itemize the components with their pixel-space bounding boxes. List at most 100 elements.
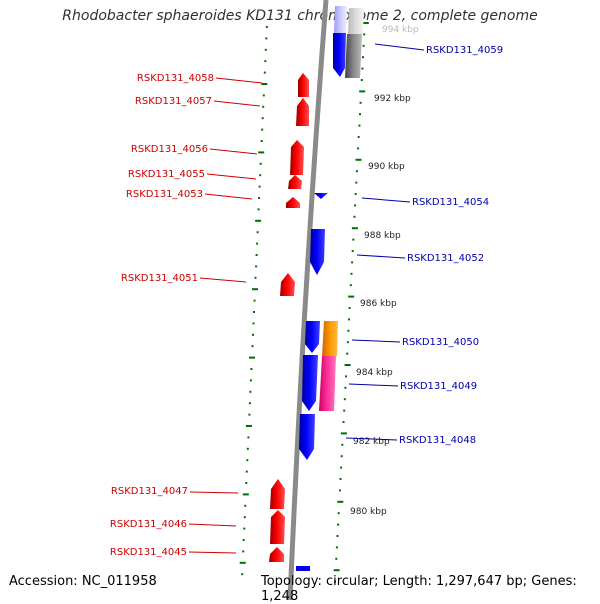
gene-arrow-4049	[302, 355, 318, 411]
left-track-tick	[262, 105, 265, 108]
right-track-tick	[342, 421, 345, 423]
kbp-label-986: 986 kbp	[360, 299, 397, 309]
gene-arrow-4054	[314, 193, 328, 199]
kbp-label-990: 990 kbp	[368, 162, 405, 172]
gene-label: RSKD131_4058	[137, 73, 214, 84]
gene-arrow-4055	[288, 175, 302, 189]
left-track-tick	[253, 299, 256, 302]
right-track-tick	[362, 22, 369, 24]
tick-tracks	[239, 22, 369, 583]
right-track-tick	[361, 67, 364, 70]
gene-label: RSKD131_4049	[400, 381, 477, 392]
left-track-tick	[258, 197, 261, 199]
right-track-tick	[340, 466, 343, 469]
left-track-tick	[242, 550, 245, 553]
chromosome-backbone	[287, 0, 329, 600]
right-track-tick	[348, 295, 355, 298]
right-track-tick	[362, 44, 365, 47]
right-track-tick	[344, 386, 347, 389]
left-track-tick	[265, 26, 268, 28]
left-track-tick	[246, 459, 249, 462]
right-track-tick	[355, 181, 358, 184]
cds-pink-4049	[319, 356, 336, 411]
right-track-tick	[358, 124, 361, 127]
right-track-tick	[345, 375, 347, 378]
left-track-tick	[261, 83, 268, 85]
left-track-tick	[264, 60, 267, 63]
right-track-tick	[337, 523, 340, 526]
right-track-tick	[351, 250, 354, 252]
left-gene-labels: RSKD131_4058 RSKD131_4057 RSKD131_4056 R…	[110, 73, 214, 558]
gene-bottom-fragment	[296, 566, 310, 571]
map-title: Rhodobacter sphaeroides KD131 chromosome…	[62, 8, 538, 24]
gene-label: RSKD131_4056	[131, 144, 208, 155]
scale-labels: 994 kbp 992 kbp 990 kbp 988 kbp 986 kbp …	[350, 25, 419, 517]
right-track-tick	[349, 284, 352, 287]
right-track-tick	[355, 170, 358, 173]
left-track-tick	[251, 345, 254, 348]
left-track-tick	[245, 425, 252, 427]
left-track-tick	[252, 333, 254, 336]
gene-arrow-light	[334, 6, 347, 33]
right-strand-features	[296, 6, 364, 571]
left-track-tick	[250, 368, 253, 370]
right-track-tick	[351, 227, 358, 230]
left-track-tick	[259, 174, 262, 177]
gene-label: RSKD131_4047	[111, 486, 188, 497]
left-track-tick	[259, 162, 262, 165]
right-track-tick	[333, 569, 340, 572]
left-track-tick	[258, 185, 261, 188]
left-track-tick	[245, 470, 248, 473]
gene-label: RSKD131_4055	[128, 169, 205, 180]
gene-label: RSKD131_4048	[399, 435, 476, 446]
right-track-tick	[363, 33, 366, 36]
gene-arrow-4046	[270, 510, 285, 544]
right-track-tick	[354, 204, 357, 207]
right-track-tick	[343, 409, 346, 412]
left-track-tick	[241, 573, 244, 576]
left-track-tick	[252, 322, 255, 325]
right-track-tick	[359, 90, 366, 93]
right-track-tick	[339, 478, 342, 480]
gene-arrow-4047	[270, 479, 285, 509]
left-track-tick	[255, 219, 262, 222]
cds-gray-top	[348, 8, 364, 34]
left-track-tick	[252, 288, 258, 291]
right-track-tick	[355, 158, 362, 161]
left-track-tick	[256, 242, 259, 245]
right-track-tick	[337, 500, 344, 503]
right-track-tick	[360, 79, 363, 81]
right-track-tick	[344, 364, 351, 366]
right-track-tick	[338, 489, 341, 492]
left-track-tick	[243, 516, 246, 519]
left-track-tick	[242, 539, 245, 541]
left-track-tick	[265, 37, 268, 40]
left-track-tick	[255, 265, 258, 268]
right-track-tick	[357, 136, 360, 138]
left-track-tick	[262, 94, 265, 97]
gene-label: RSKD131_4057	[135, 96, 212, 107]
gene-arrow-4052	[310, 229, 325, 275]
left-track-tick	[261, 128, 264, 131]
left-track-tick	[258, 151, 265, 154]
gene-arrow-4057	[296, 98, 309, 126]
left-track-tick	[260, 140, 263, 142]
gene-arrow-4045	[269, 547, 284, 562]
gene-arrow-4056	[290, 140, 304, 175]
kbp-label-992: 992 kbp	[374, 94, 411, 104]
right-track-tick	[340, 455, 343, 458]
gene-label: RSKD131_4054	[412, 197, 489, 208]
left-track-tick	[264, 48, 267, 51]
left-track-tick	[253, 311, 255, 313]
right-track-tick	[359, 101, 362, 104]
left-track-tick	[243, 527, 246, 530]
left-track-tick	[248, 413, 251, 416]
gene-arrow-4050	[305, 321, 320, 353]
right-track-tick	[353, 215, 356, 218]
leader-lines	[188, 43, 425, 554]
right-track-tick	[359, 113, 361, 116]
right-track-tick	[346, 341, 349, 344]
right-track-tick	[362, 56, 364, 59]
